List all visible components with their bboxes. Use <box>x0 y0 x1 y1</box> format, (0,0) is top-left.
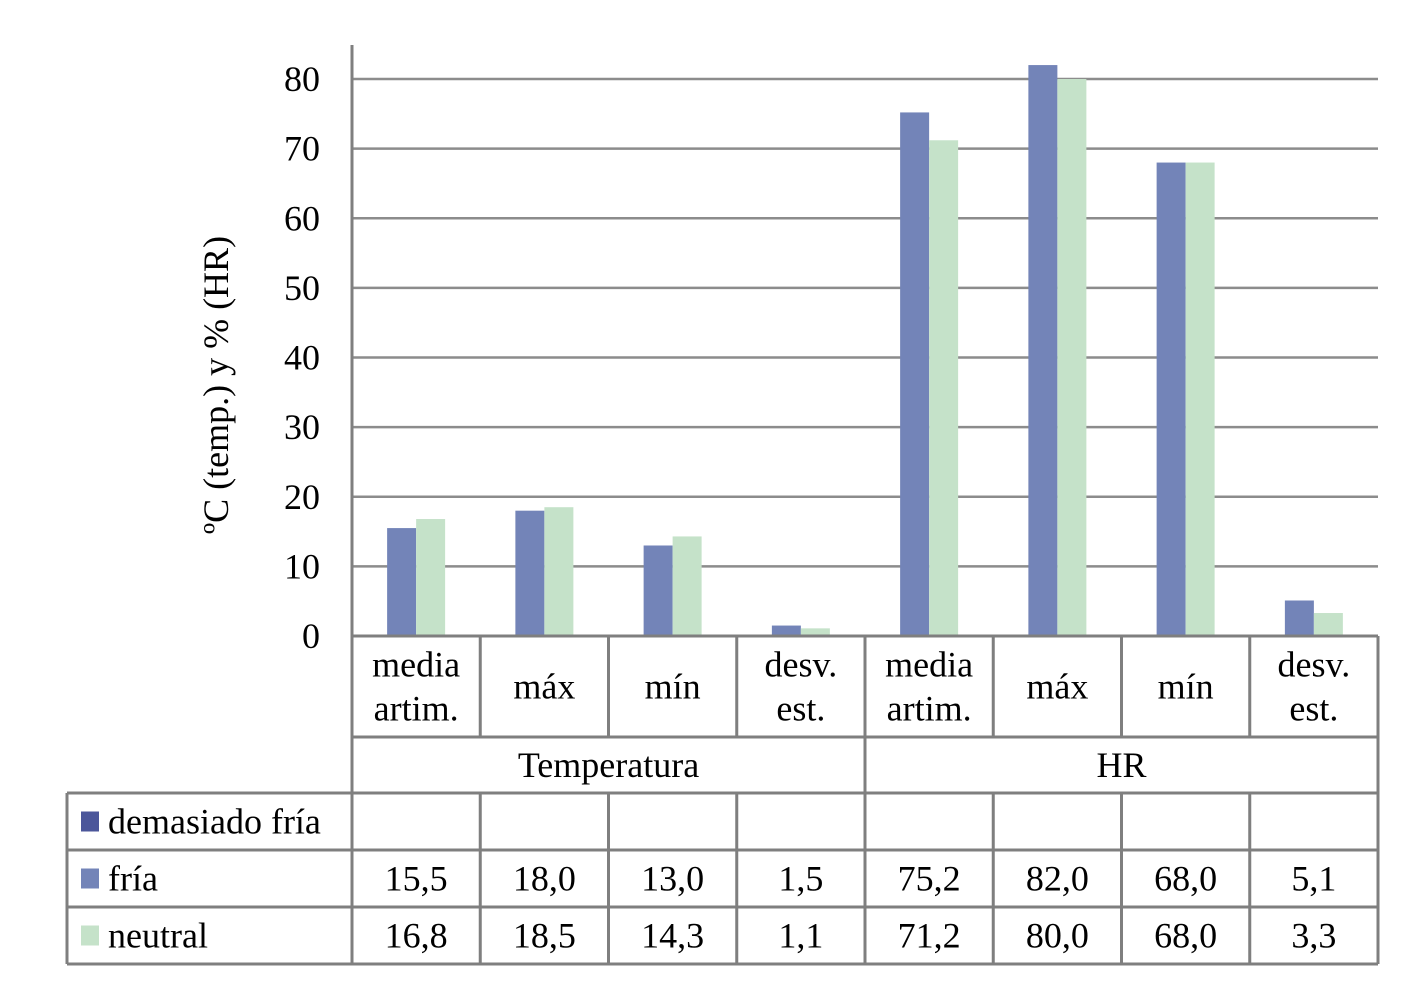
x-tick-label: máx <box>513 667 575 707</box>
x-tick-label: media <box>372 645 460 685</box>
x-tick-label: artim. <box>374 689 459 729</box>
y-tick-label: 10 <box>284 546 320 586</box>
bar-fría <box>387 528 417 636</box>
bar-neutral <box>1313 613 1343 636</box>
axes <box>350 45 1378 638</box>
x-tick-label: est. <box>776 689 825 729</box>
bar-fría <box>515 510 545 636</box>
x-tick-label: est. <box>1289 689 1338 729</box>
group-label: HR <box>1096 745 1146 785</box>
legend-swatch <box>81 925 99 946</box>
data-label: 13,0 <box>641 859 704 899</box>
y-tick-label: 70 <box>284 129 320 169</box>
legend-label: fría <box>108 859 158 899</box>
data-label: 16,8 <box>385 916 448 956</box>
data-label: 68,0 <box>1154 859 1217 899</box>
legend-swatch <box>81 811 99 832</box>
bar-fría <box>1284 600 1314 636</box>
x-tick-label: media <box>885 645 973 685</box>
x-tick-label: desv. <box>1278 645 1351 685</box>
y-tick-label: 20 <box>284 477 320 517</box>
data-label: 1,5 <box>778 859 823 899</box>
data-label: 5,1 <box>1291 859 1336 899</box>
gridlines <box>352 77 1378 568</box>
legend-swatch <box>81 868 99 889</box>
data-label: 18,0 <box>513 859 576 899</box>
bar-fría <box>643 545 673 636</box>
bar-neutral <box>416 519 446 636</box>
bar-neutral <box>544 507 574 636</box>
bar-fría <box>1156 162 1186 637</box>
x-tick-label: artim. <box>887 689 972 729</box>
data-label: 1,1 <box>778 916 823 956</box>
bar-neutral <box>672 536 702 636</box>
legend-label: neutral <box>108 916 208 956</box>
y-axis-label: ºC (temp.) y % (HR) <box>196 236 236 534</box>
y-tick-label: 80 <box>284 59 320 99</box>
group-label: Temperatura <box>518 745 699 785</box>
x-tick-label: mín <box>1158 667 1214 707</box>
bar-fría <box>1028 65 1058 636</box>
bar-neutral <box>929 140 959 636</box>
y-tick-labels: 0 10 20 30 40 50 60 70 80 <box>284 59 320 656</box>
bar-fría <box>771 625 801 636</box>
legend-label: demasiado fría <box>108 802 321 842</box>
y-tick-label: 40 <box>284 338 320 378</box>
y-tick-label: 60 <box>284 198 320 238</box>
bar-neutral <box>800 628 830 636</box>
data-label: 82,0 <box>1026 859 1089 899</box>
data-label: 15,5 <box>385 859 448 899</box>
data-label: 75,2 <box>898 859 961 899</box>
x-tick-label: mín <box>645 667 701 707</box>
bars <box>387 65 1343 637</box>
y-tick-label: 0 <box>302 616 320 656</box>
data-label: 71,2 <box>898 916 961 956</box>
x-tick-label: desv. <box>765 645 838 685</box>
data-label: 68,0 <box>1154 916 1217 956</box>
bar-fría <box>900 112 930 637</box>
data-label: 3,3 <box>1291 916 1336 956</box>
data-label: 14,3 <box>641 916 704 956</box>
data-label: 80,0 <box>1026 916 1089 956</box>
bar-neutral <box>1057 79 1087 636</box>
data-label: 18,5 <box>513 916 576 956</box>
x-tick-label: máx <box>1026 667 1088 707</box>
bar-neutral <box>1185 162 1215 637</box>
y-tick-label: 30 <box>284 407 320 447</box>
y-tick-label: 50 <box>284 268 320 308</box>
